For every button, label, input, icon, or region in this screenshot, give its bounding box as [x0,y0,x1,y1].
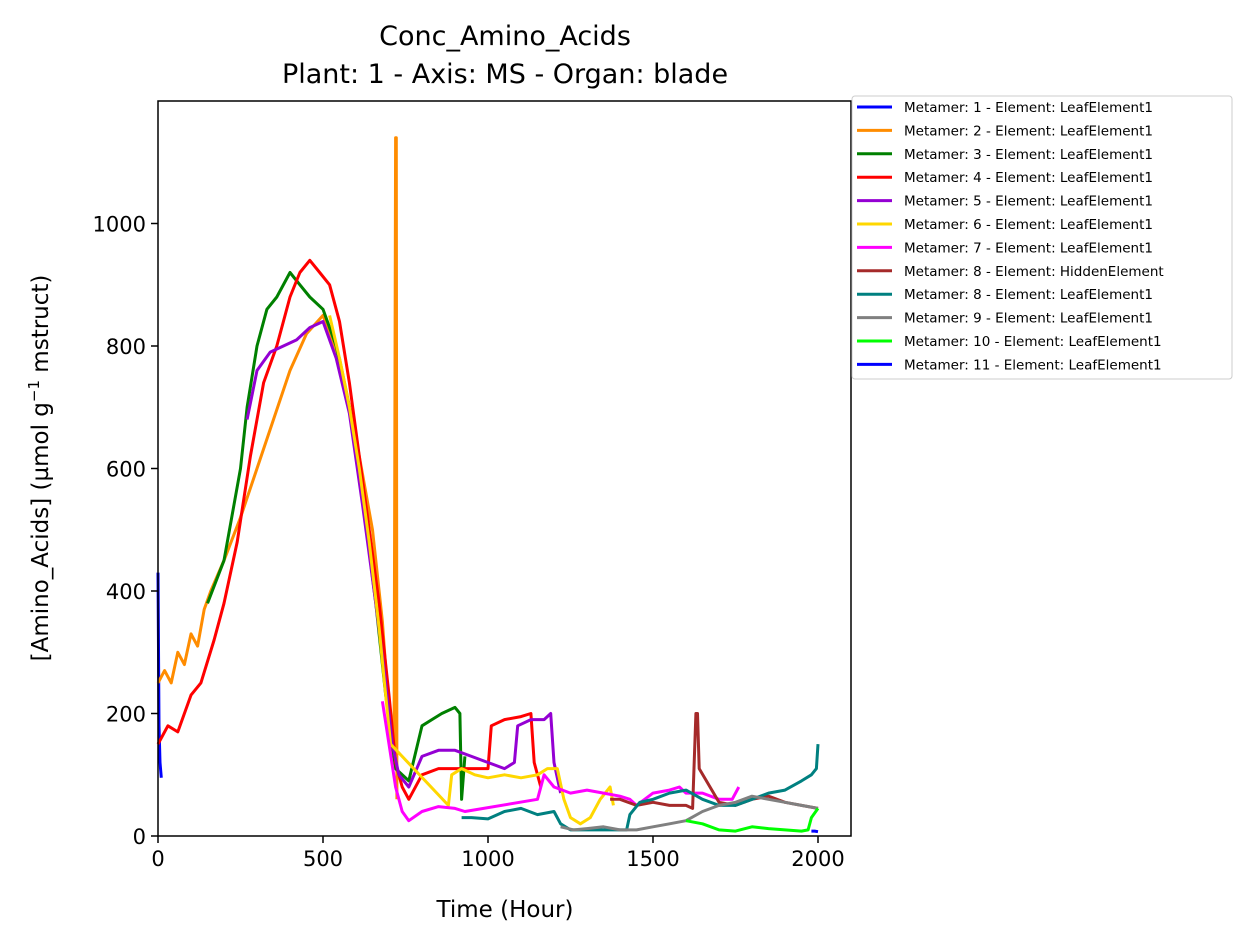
y-tick-label: 0 [133,825,146,849]
x-axis-title: Time (Hour) [436,897,574,923]
plot-frame [157,100,852,837]
legend-label: Metamer: 5 - Element: LeafElement1 [904,194,1153,210]
legend-label: Metamer: 8 - Element: LeafElement1 [904,287,1153,303]
x-axis: 0 500 1000 1500 2000 [151,836,845,871]
series-line-9 [461,744,820,832]
legend: Metamer: 1 - Element: LeafElement1 Metame… [851,95,1233,380]
series-line-8 [610,712,819,810]
x-tick-label: 1000 [461,847,514,871]
legend-label: Metamer: 3 - Element: LeafElement1 [904,147,1153,163]
legend-label: Metamer: 6 - Element: LeafElement1 [904,217,1153,233]
legend-label: Metamer: 7 - Element: LeafElement1 [904,240,1153,256]
legend-label: Metamer: 1 - Element: LeafElement1 [904,100,1153,116]
y-tick-label: 200 [106,703,146,727]
y-tick-label: 600 [106,458,146,482]
y-tick-label: 1000 [93,213,146,237]
legend-label: Metamer: 8 - Element: HiddenElement [904,264,1164,280]
series-line-6 [328,315,615,826]
y-tick-label: 800 [106,335,146,359]
legend-frame [851,95,1233,380]
y-axis-title: [Amino_Acids] (µmol g−1 mstruct) [25,275,54,662]
x-tick-label: 500 [303,847,343,871]
legend-label: Metamer: 10 - Element: LeafElement1 [904,334,1162,350]
legend-label: Metamer: 2 - Element: LeafElement1 [904,123,1153,139]
series-line-11 [685,807,820,833]
plot-lines [156,136,820,834]
legend-items: Metamer: 1 - Element: LeafElement1 Metame… [857,100,1164,373]
y-axis-title-main: [Amino_Acids] (µmol g [28,402,54,661]
y-axis-title-end: mstruct) [28,275,54,380]
series-line-7 [380,701,741,823]
series-line-3 [206,271,467,801]
series-line-4 [156,258,543,801]
legend-label: Metamer: 11 - Element: LeafElement1 [904,357,1162,373]
y-tick-label: 400 [106,580,146,604]
y-axis-title-sup: −1 [25,380,43,402]
chart-title: Conc_Amino_Acids [379,21,631,52]
y-axis: 0 200 400 600 800 1000 [93,213,158,849]
series-line-12 [811,829,819,834]
legend-label: Metamer: 4 - Element: LeafElement1 [904,170,1153,186]
series-line-5 [245,320,563,794]
chart-subtitle: Plant: 1 - Axis: MS - Organ: blade [282,59,728,90]
legend-label: Metamer: 9 - Element: LeafElement1 [904,311,1153,327]
x-tick-label: 0 [151,847,164,871]
x-tick-label: 2000 [791,847,844,871]
x-tick-label: 1500 [626,847,679,871]
